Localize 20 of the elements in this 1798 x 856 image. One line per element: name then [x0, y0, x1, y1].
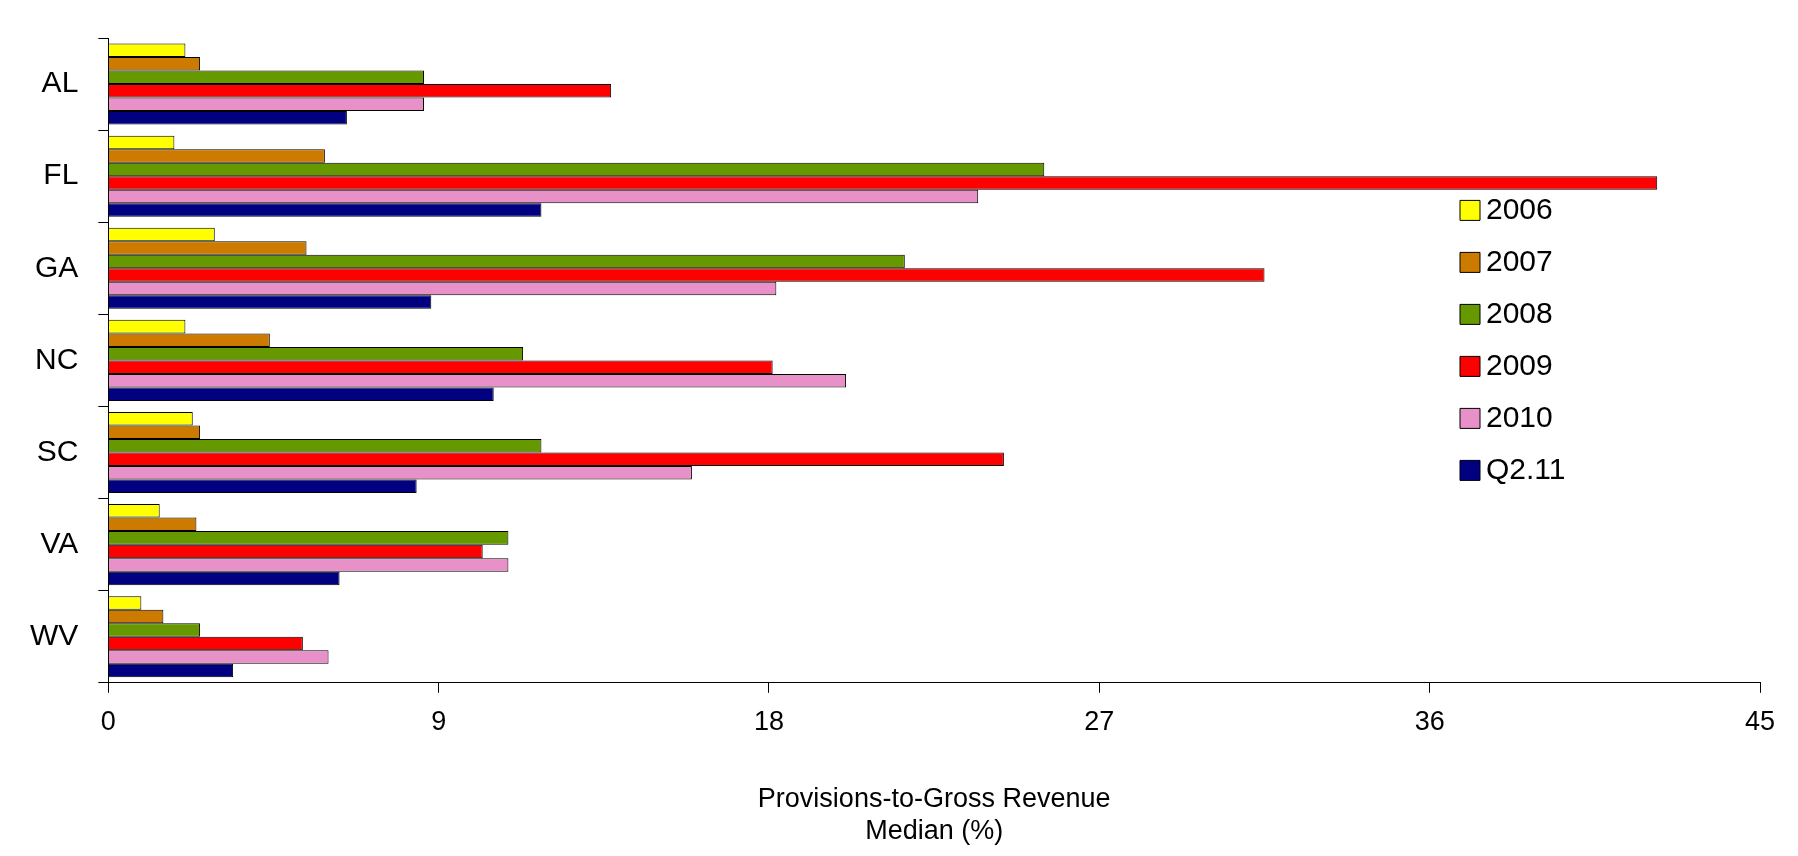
- legend-label: 2007: [1486, 243, 1553, 277]
- legend-label: 2010: [1486, 399, 1553, 433]
- x-tick-label: 18: [753, 706, 785, 737]
- legend-label: 2008: [1486, 295, 1553, 329]
- x-tick-label: 0: [100, 706, 116, 737]
- legend-label: Q2.11: [1486, 451, 1566, 485]
- y-tick-label: AL: [41, 65, 79, 99]
- legend-label: 2009: [1486, 347, 1553, 381]
- x-tick-label: 27: [1084, 706, 1115, 737]
- x-axis-title: Provisions-to-Gross Revenue Median (%): [757, 782, 1111, 846]
- y-tick-label: NC: [34, 341, 79, 375]
- x-tick-label: 9: [431, 706, 447, 737]
- y-tick-label: FL: [43, 157, 79, 191]
- legend-label: 2006: [1486, 191, 1553, 225]
- y-tick-label: SC: [36, 433, 79, 467]
- y-tick-label: WV: [30, 618, 79, 652]
- y-tick-label: VA: [40, 525, 79, 559]
- x-tick-label: 45: [1744, 706, 1776, 737]
- y-tick-label: GA: [34, 249, 79, 283]
- x-tick-label: 36: [1414, 706, 1445, 737]
